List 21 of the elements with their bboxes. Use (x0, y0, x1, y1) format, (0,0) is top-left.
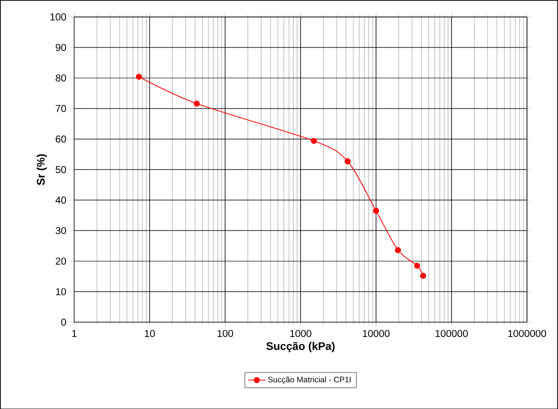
y-tick-label: 10 (56, 288, 66, 295)
x-axis-title: Sucção (kPa) (266, 342, 335, 352)
y-tick-label: 20 (56, 257, 66, 264)
x-tick-label: 1000000 (508, 330, 546, 337)
y-tick-label: 50 (56, 166, 66, 173)
x-tick-label: 100 (218, 330, 234, 337)
y-tick-label: 90 (56, 44, 66, 51)
y-tick-label: 0 (61, 318, 66, 326)
y-tick-label: 40 (56, 196, 66, 204)
x-tick-label: 10 (144, 330, 155, 337)
x-tick-label: 1000 (290, 330, 312, 337)
x-tick-label: 100000 (436, 330, 468, 337)
y-tick-label: 60 (56, 135, 66, 142)
y-tick-label: 80 (56, 74, 66, 82)
y-tick-label: 30 (56, 226, 66, 234)
y-tick-label: 70 (56, 104, 66, 112)
y-tick-label: 100 (50, 13, 66, 20)
x-tick-label: 10000 (362, 330, 390, 337)
legend-label: Sucção Matricial - CP1I (268, 376, 351, 384)
y-axis-title: Sr (%) (36, 154, 47, 185)
x-tick-label: 1 (72, 330, 77, 337)
